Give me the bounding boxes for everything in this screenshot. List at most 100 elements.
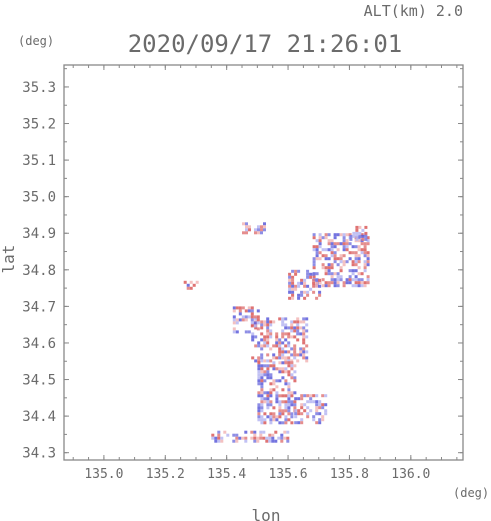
echo-cell (315, 278, 319, 282)
echo-cell (303, 403, 307, 407)
echo-cell (339, 257, 343, 261)
echo-cell (333, 254, 337, 258)
echo-cell (296, 332, 300, 336)
echo-cell (272, 406, 276, 410)
echo-cell (272, 364, 276, 368)
echo-cell (251, 335, 255, 339)
echo-cell (290, 400, 294, 404)
echo-cell (327, 269, 331, 273)
echo-cell (254, 335, 258, 339)
echo-cell (186, 283, 190, 287)
echo-cell (291, 281, 295, 285)
echo-cell (217, 439, 221, 443)
echo-cell (235, 306, 239, 310)
echo-cell (300, 403, 304, 407)
echo-cell (318, 421, 322, 425)
echo-cell (275, 385, 279, 389)
echo-cell (293, 326, 297, 330)
echo-cell (309, 287, 313, 291)
echo-cell (278, 379, 282, 383)
echo-cell (269, 382, 273, 386)
echo-cell (269, 320, 273, 324)
echo-cell (260, 415, 264, 419)
echo-cell (235, 439, 239, 443)
echo-cell (318, 245, 322, 249)
echo-cell (263, 359, 267, 363)
echo-cell (265, 439, 269, 443)
echo-cell (306, 293, 310, 297)
echo-cell (336, 233, 340, 237)
echo-cell (260, 400, 264, 404)
echo-cell (315, 412, 319, 416)
echo-cell (284, 403, 288, 407)
echo-cell (263, 373, 267, 377)
echo-cell (275, 415, 279, 419)
echo-cell (339, 275, 343, 279)
y-tick-label: 34.5 (22, 373, 56, 389)
echo-cell (342, 254, 346, 258)
echo-cell (358, 234, 362, 238)
echo-cell (351, 269, 355, 273)
echo-cell (253, 315, 257, 319)
echo-cell (305, 317, 309, 321)
echo-cell (357, 266, 361, 270)
echo-cell (318, 251, 322, 255)
echo-cell (315, 421, 319, 425)
echo-cell (263, 364, 267, 368)
echo-cell (315, 409, 319, 413)
echo-cell (263, 370, 267, 374)
echo-cell (266, 329, 270, 333)
echo-cell (266, 415, 270, 419)
echo-cell (333, 281, 337, 285)
echo-cell (275, 391, 279, 395)
echo-cell (211, 433, 215, 437)
echo-cell (293, 379, 297, 383)
echo-cell (333, 236, 337, 240)
echo-cell (336, 248, 340, 252)
echo-cell (360, 278, 364, 282)
echo-cell (250, 309, 254, 313)
echo-cell (312, 266, 316, 270)
echo-cell (250, 312, 254, 316)
echo-cell (223, 430, 227, 434)
echo-cell (257, 361, 261, 365)
echo-cell (294, 269, 298, 273)
echo-cell (244, 439, 248, 443)
echo-cell (364, 234, 368, 238)
echo-cell (357, 272, 361, 276)
echo-cell (278, 406, 282, 410)
echo-cell (315, 284, 319, 288)
echo-cell (324, 236, 328, 240)
echo-cell (266, 341, 270, 345)
echo-cell (363, 284, 367, 288)
echo-cell (291, 278, 295, 282)
echo-cell (291, 287, 295, 291)
echo-cell (339, 269, 343, 273)
echo-cell (299, 320, 303, 324)
echo-cell (263, 338, 267, 342)
echo-cell (363, 245, 367, 249)
echo-cell (354, 281, 358, 285)
echo-cell (266, 335, 270, 339)
echo-cell (330, 278, 334, 282)
echo-cell (238, 312, 242, 316)
echo-cell (315, 400, 319, 404)
echo-cell (263, 225, 266, 229)
echo-cell (244, 318, 248, 322)
echo-cell (351, 263, 355, 267)
echo-cell (354, 260, 358, 264)
echo-cell (275, 338, 279, 342)
echo-cell (351, 251, 355, 255)
echo-cell (278, 341, 282, 345)
echo-cell (357, 281, 361, 285)
echo-cell (263, 379, 267, 383)
echo-cell (296, 323, 300, 327)
echo-cell (294, 415, 298, 419)
echo-cell (336, 263, 340, 267)
echo-cell (291, 269, 295, 273)
echo-cell (366, 281, 370, 285)
echo-cell (290, 367, 294, 371)
echo-cell (269, 323, 273, 327)
echo-cell (260, 231, 263, 235)
